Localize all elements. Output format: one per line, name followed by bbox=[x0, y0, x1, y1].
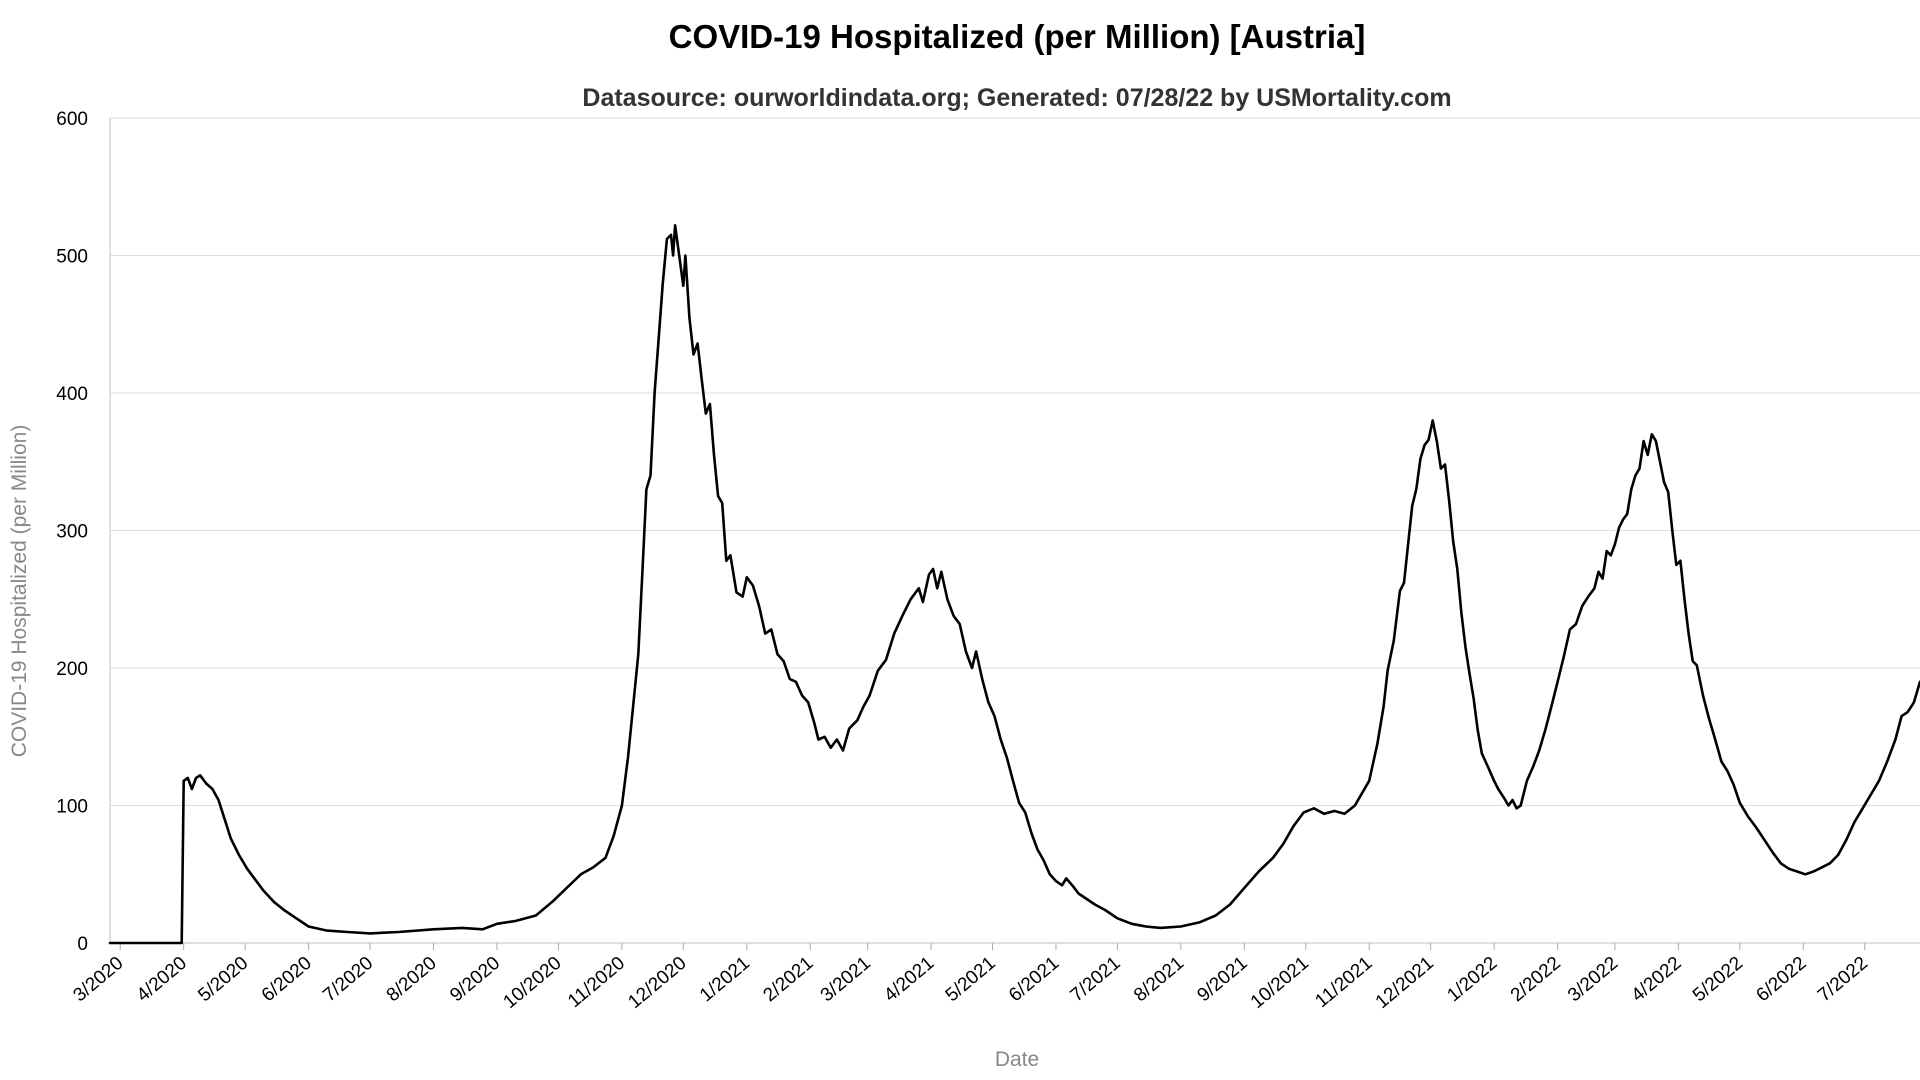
series-layer bbox=[108, 224, 1920, 945]
x-tick-label: 5/2021 bbox=[942, 953, 1000, 1006]
x-tick-label: 2/2021 bbox=[759, 953, 817, 1006]
x-tick-label: 8/2020 bbox=[383, 953, 441, 1006]
x-tick-label: 7/2020 bbox=[319, 953, 377, 1006]
series-line-1 bbox=[108, 224, 1920, 945]
x-tick-label: 7/2021 bbox=[1067, 953, 1125, 1006]
chart-subtitle: Datasource: ourworldindata.org; Generate… bbox=[582, 84, 1451, 112]
x-tick-label: 10/2020 bbox=[500, 953, 566, 1013]
x-tick-label: 4/2020 bbox=[133, 953, 191, 1006]
x-tick-label: 8/2021 bbox=[1130, 953, 1188, 1006]
gridlines bbox=[110, 117, 1920, 806]
x-tick-label: 10/2021 bbox=[1247, 953, 1313, 1013]
x-tick-label: 11/2021 bbox=[1311, 953, 1376, 1012]
chart-title: COVID-19 Hospitalized (per Million) [Aus… bbox=[669, 18, 1366, 55]
x-tick-label: 6/2022 bbox=[1752, 953, 1810, 1006]
x-tick-label: 4/2021 bbox=[880, 953, 938, 1006]
y-tick-label: 400 bbox=[56, 384, 88, 405]
x-tick-label: 1/2021 bbox=[696, 953, 754, 1006]
y-tick-label: 500 bbox=[56, 247, 88, 268]
y-tick-label: 0 bbox=[77, 934, 88, 955]
x-axis-title: Date bbox=[995, 1048, 1039, 1071]
x-tick-label: 2/2022 bbox=[1507, 953, 1565, 1006]
y-tick-label: 200 bbox=[56, 659, 88, 680]
x-tick-label: 9/2020 bbox=[446, 953, 504, 1006]
x-tick-label: 12/2021 bbox=[1372, 953, 1438, 1013]
x-tick-label: 3/2021 bbox=[817, 953, 875, 1006]
y-axis-title: COVID-19 Hospitalized (per Million) bbox=[8, 425, 31, 758]
x-tick-label: 11/2020 bbox=[564, 953, 629, 1012]
x-tick-label: 12/2020 bbox=[624, 953, 690, 1013]
x-tick-label: 4/2022 bbox=[1628, 953, 1686, 1006]
x-tick-label: 6/2020 bbox=[258, 953, 316, 1006]
x-tick-label: 3/2020 bbox=[69, 953, 127, 1006]
x-tick-label: 3/2022 bbox=[1564, 953, 1622, 1006]
x-tick-label: 7/2022 bbox=[1814, 953, 1872, 1006]
x-tick-label: 5/2022 bbox=[1689, 953, 1747, 1006]
x-tick-label: 5/2020 bbox=[194, 953, 252, 1006]
x-tick-label: 6/2021 bbox=[1005, 953, 1063, 1006]
x-tick-label: 9/2021 bbox=[1194, 953, 1252, 1006]
y-tick-label: 600 bbox=[56, 109, 88, 130]
x-tick-label: 1/2022 bbox=[1443, 953, 1501, 1006]
y-tick-label: 300 bbox=[56, 522, 88, 543]
y-tick-label: 100 bbox=[56, 797, 88, 818]
